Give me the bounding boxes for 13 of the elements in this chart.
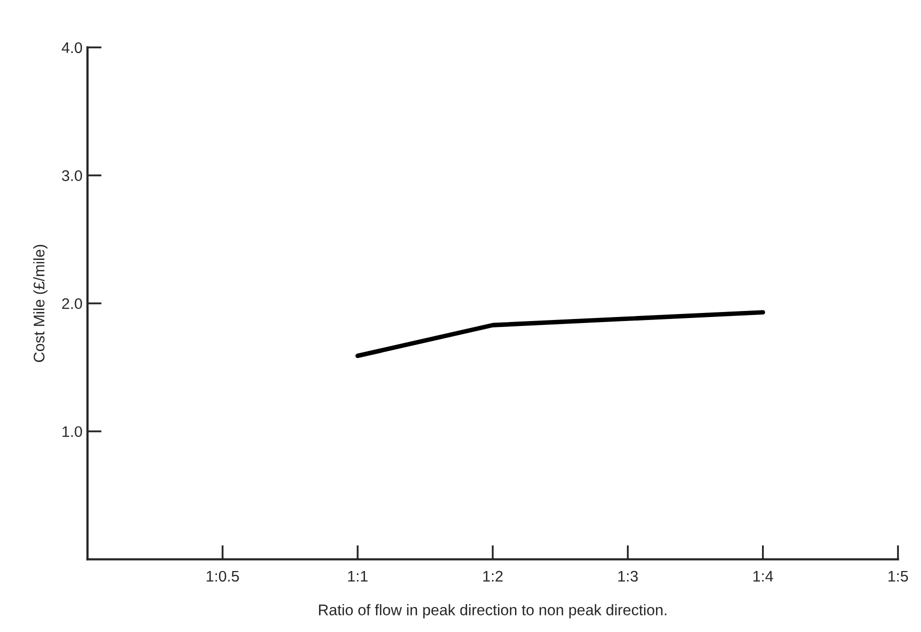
x-tick-label: 1:5 bbox=[888, 570, 908, 582]
y-tick-label: 3.0 bbox=[62, 170, 82, 182]
y-axis-title: Cost Mile (£/mile) bbox=[33, 244, 48, 362]
x-tick-label: 1:2 bbox=[483, 570, 503, 582]
x-tick-label: 1:0.5 bbox=[206, 570, 239, 582]
x-tick-label: 1:3 bbox=[618, 570, 638, 582]
line-series bbox=[355, 310, 766, 358]
x-axis-title: Ratio of flow in peak direction to non peak direction. bbox=[319, 604, 666, 618]
x-tick-label: 1:4 bbox=[753, 570, 774, 582]
x-tick-label: 1:1 bbox=[348, 570, 368, 582]
y-tick-label: 4.0 bbox=[62, 42, 82, 54]
y-tick-label: 2.0 bbox=[62, 298, 82, 310]
y-tick-label: 1.0 bbox=[62, 426, 82, 438]
